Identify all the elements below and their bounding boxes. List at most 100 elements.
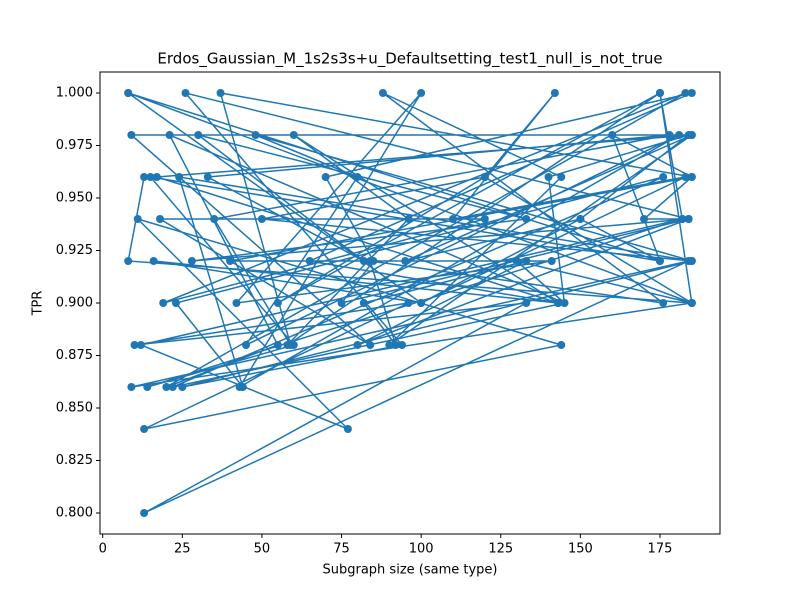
data-point xyxy=(684,131,693,139)
data-point xyxy=(359,257,368,265)
data-point xyxy=(124,89,133,97)
data-point xyxy=(136,341,145,349)
y-tick-label: 1.000 xyxy=(56,86,93,101)
data-point xyxy=(659,299,668,307)
data-point xyxy=(522,299,531,307)
data-point xyxy=(391,341,400,349)
data-point xyxy=(655,257,664,265)
data-point xyxy=(140,173,149,181)
data-point xyxy=(242,341,251,349)
data-point xyxy=(353,173,362,181)
data-point xyxy=(156,215,165,223)
data-point xyxy=(404,215,413,223)
x-tick-label: 25 xyxy=(174,542,191,557)
y-tick-label: 0.825 xyxy=(56,453,93,468)
data-point xyxy=(159,299,168,307)
data-point xyxy=(273,299,282,307)
data-point xyxy=(273,341,282,349)
data-point xyxy=(175,173,184,181)
data-point xyxy=(343,425,352,433)
data-point xyxy=(140,425,149,433)
chart-title: Erdos_Gaussian_M_1s2s3s+u_Defaultsetting… xyxy=(157,50,662,69)
y-tick-label: 0.850 xyxy=(56,401,93,416)
data-point xyxy=(547,257,556,265)
data-point xyxy=(687,173,696,181)
y-tick-label: 0.925 xyxy=(56,243,93,258)
data-point xyxy=(550,89,559,97)
data-point xyxy=(162,383,171,391)
data-point xyxy=(289,131,298,139)
data-point xyxy=(417,89,426,97)
data-point xyxy=(665,131,674,139)
data-point xyxy=(678,215,687,223)
x-tick-label: 0 xyxy=(99,542,107,557)
data-point xyxy=(659,173,668,181)
data-point xyxy=(149,257,158,265)
data-point xyxy=(187,257,196,265)
data-point xyxy=(337,299,346,307)
data-point xyxy=(168,383,177,391)
data-point xyxy=(210,215,219,223)
data-point xyxy=(226,257,235,265)
data-point xyxy=(687,257,696,265)
y-tick-label: 0.975 xyxy=(56,138,93,153)
data-point xyxy=(366,341,375,349)
data-point xyxy=(404,299,413,307)
data-point xyxy=(640,215,649,223)
data-point xyxy=(512,257,521,265)
data-point xyxy=(257,215,266,223)
data-point xyxy=(178,383,187,391)
data-point xyxy=(398,341,407,349)
data-point xyxy=(378,89,387,97)
data-point xyxy=(283,341,292,349)
data-point xyxy=(305,257,314,265)
data-point xyxy=(684,215,693,223)
data-point xyxy=(480,173,489,181)
y-tick-label: 0.950 xyxy=(56,191,93,206)
x-tick-label: 125 xyxy=(488,542,513,557)
data-point xyxy=(152,173,161,181)
data-point xyxy=(124,257,133,265)
data-point xyxy=(171,299,180,307)
data-point xyxy=(203,173,212,181)
data-point xyxy=(608,131,617,139)
data-point xyxy=(146,173,155,181)
data-point xyxy=(557,341,566,349)
x-tick-label: 175 xyxy=(648,542,673,557)
x-tick-label: 50 xyxy=(254,542,271,557)
data-point xyxy=(576,215,585,223)
data-point xyxy=(687,89,696,97)
data-point xyxy=(366,257,375,265)
data-line xyxy=(127,91,695,514)
data-point xyxy=(165,131,174,139)
x-tick-label: 100 xyxy=(409,542,434,557)
data-point xyxy=(140,509,149,517)
data-point xyxy=(143,383,152,391)
data-point xyxy=(544,173,553,181)
data-point xyxy=(216,89,225,97)
data-point xyxy=(417,299,426,307)
data-point xyxy=(560,299,569,307)
data-point xyxy=(194,131,203,139)
data-point xyxy=(480,215,489,223)
data-point xyxy=(401,257,410,265)
data-point xyxy=(687,299,696,307)
data-point xyxy=(130,341,139,349)
x-tick-label: 150 xyxy=(568,542,593,557)
data-point xyxy=(181,89,190,97)
data-point xyxy=(353,341,362,349)
data-point xyxy=(385,341,394,349)
y-tick-label: 0.875 xyxy=(56,348,93,363)
data-point xyxy=(681,173,690,181)
data-point xyxy=(235,383,244,391)
data-point xyxy=(133,215,142,223)
data-point xyxy=(359,299,368,307)
data-point xyxy=(448,215,457,223)
data-point xyxy=(522,257,531,265)
data-point xyxy=(557,173,566,181)
data-point xyxy=(522,215,531,223)
y-tick-label: 0.900 xyxy=(56,296,93,311)
x-axis-label: Subgraph size (same type) xyxy=(323,563,498,578)
data-point xyxy=(127,383,136,391)
